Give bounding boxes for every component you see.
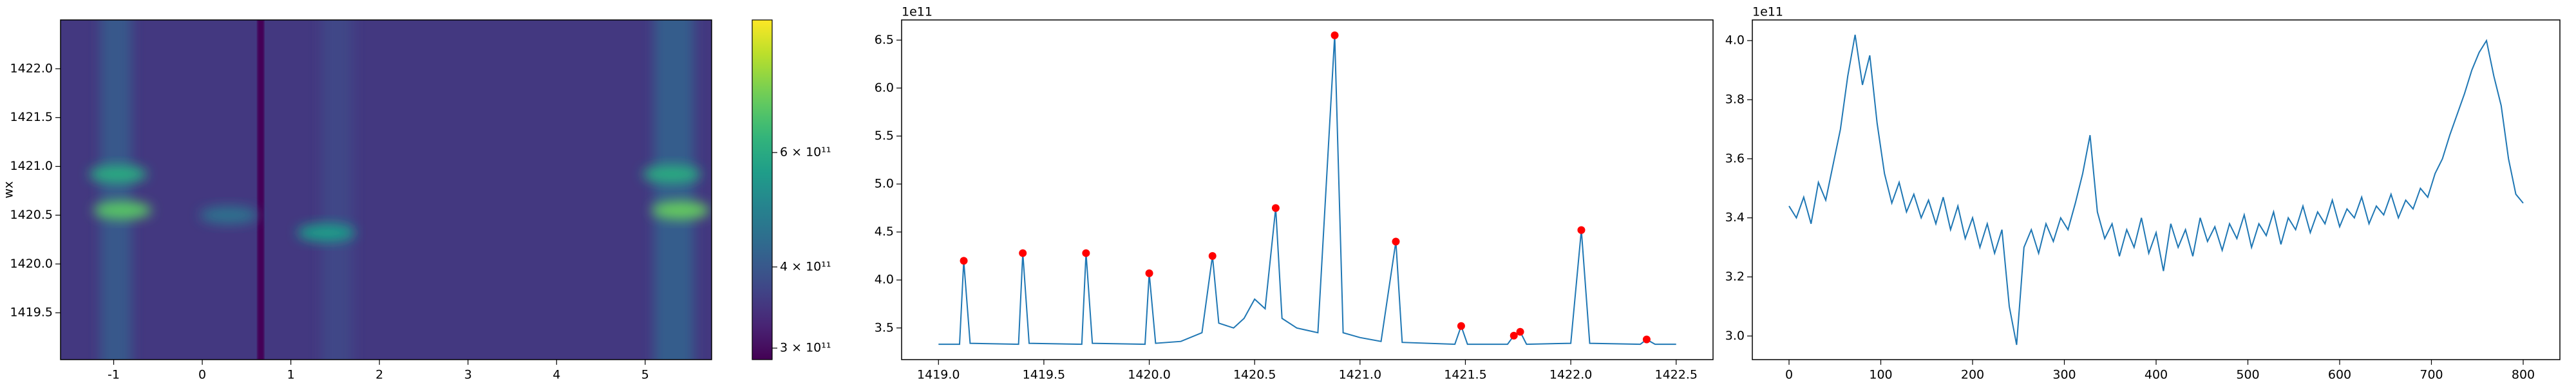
data-line <box>1788 34 2524 345</box>
y-tick-label: 1420.5 <box>10 208 53 222</box>
peak-marker <box>1642 335 1651 344</box>
y-tick-label: 4.0 <box>875 273 894 287</box>
peak-marker <box>1392 237 1400 246</box>
x-tick-label: 1419.5 <box>1023 368 1065 382</box>
heatmap-spot <box>651 201 710 219</box>
x-tick-label: 1422.5 <box>1654 368 1697 382</box>
x-tick-label: 3 <box>464 368 472 382</box>
x-tick-label: 1420.5 <box>1233 368 1276 382</box>
y-tick-label: 1419.5 <box>10 306 53 320</box>
y-tick-label: 6.5 <box>875 33 894 47</box>
peak-marker <box>1019 249 1027 257</box>
x-tick-label: 500 <box>2236 368 2259 382</box>
peak-marker <box>1331 31 1339 39</box>
x-tick-label: 4 <box>553 368 560 382</box>
heatmap-spot <box>93 201 152 219</box>
y-tick-label: 3.2 <box>1725 270 1745 284</box>
heatmap-spot <box>200 206 258 225</box>
x-tick-label: 1422.0 <box>1549 368 1592 382</box>
heatmap-image <box>61 20 712 360</box>
y-tick-label: 1421.0 <box>10 159 53 173</box>
offset-label: 1e11 <box>1752 5 1783 19</box>
data-line <box>938 35 1676 345</box>
x-tick-label: 400 <box>2145 368 2168 382</box>
y-axis-label: wx <box>2 181 16 199</box>
colorbar-tick-label: 3 × 10¹¹ <box>780 341 831 355</box>
y-tick-label: 4.5 <box>875 225 894 239</box>
y-tick-label: 6.0 <box>875 80 894 95</box>
peak-marker <box>960 257 968 265</box>
axes-frame <box>901 19 1714 360</box>
peak-marker <box>1082 249 1090 257</box>
y-tick-label: 5.0 <box>875 177 894 191</box>
peak-marker <box>1510 331 1518 340</box>
x-tick-label: 600 <box>2328 368 2351 382</box>
x-tick-label: 200 <box>1961 368 1984 382</box>
y-tick-label: 1420.0 <box>10 257 53 271</box>
x-tick-label: 700 <box>2420 368 2443 382</box>
x-tick-label: 0 <box>1785 368 1793 382</box>
y-tick-label: 3.5 <box>875 320 894 335</box>
heatmap-band <box>654 20 694 360</box>
y-tick-label: 3.0 <box>1725 329 1745 343</box>
y-tick-label: 1421.5 <box>10 110 53 124</box>
y-tick-label: 4.0 <box>1725 33 1745 48</box>
y-tick-label: 1422.0 <box>10 61 53 75</box>
peak-marker <box>1145 269 1153 277</box>
x-tick-label: -1 <box>108 368 120 382</box>
heatmap-spot <box>89 165 147 183</box>
peak-marker <box>1577 226 1586 234</box>
peak-marker <box>1457 322 1465 330</box>
heatmap-spot <box>297 223 355 242</box>
axes-frame <box>60 19 712 360</box>
colorbar-tick-label: 6 × 10¹¹ <box>780 145 831 160</box>
offset-label: 1e11 <box>902 5 933 19</box>
y-tick-label: 3.8 <box>1725 92 1745 106</box>
colorbar <box>752 19 773 360</box>
x-tick-label: 1 <box>287 368 295 382</box>
y-tick-label: 5.5 <box>875 129 894 143</box>
x-tick-label: 1419.0 <box>917 368 960 382</box>
heatmap-band <box>321 20 353 360</box>
heatmap-background <box>61 20 712 360</box>
x-tick-label: 0 <box>198 368 206 382</box>
colorbar-tick-label: 4 × 10¹¹ <box>780 259 831 273</box>
x-tick-label: 1420.0 <box>1128 368 1170 382</box>
heatmap-spot <box>643 165 701 183</box>
heatmap-band <box>257 20 265 360</box>
x-tick-label: 100 <box>1869 368 1892 382</box>
y-tick-label: 3.6 <box>1725 151 1745 165</box>
x-tick-label: 1421.0 <box>1339 368 1381 382</box>
x-tick-label: 5 <box>641 368 649 382</box>
peak-marker <box>1208 252 1217 260</box>
x-tick-label: 300 <box>2052 368 2076 382</box>
x-tick-label: 1421.5 <box>1444 368 1486 382</box>
x-tick-label: 800 <box>2512 368 2535 382</box>
axes-frame <box>1752 19 2561 360</box>
peak-marker <box>1516 327 1524 336</box>
heatmap-band <box>100 20 132 360</box>
y-tick-label: 3.4 <box>1725 210 1745 225</box>
x-tick-label: 2 <box>375 368 383 382</box>
peak-marker <box>1271 204 1280 212</box>
